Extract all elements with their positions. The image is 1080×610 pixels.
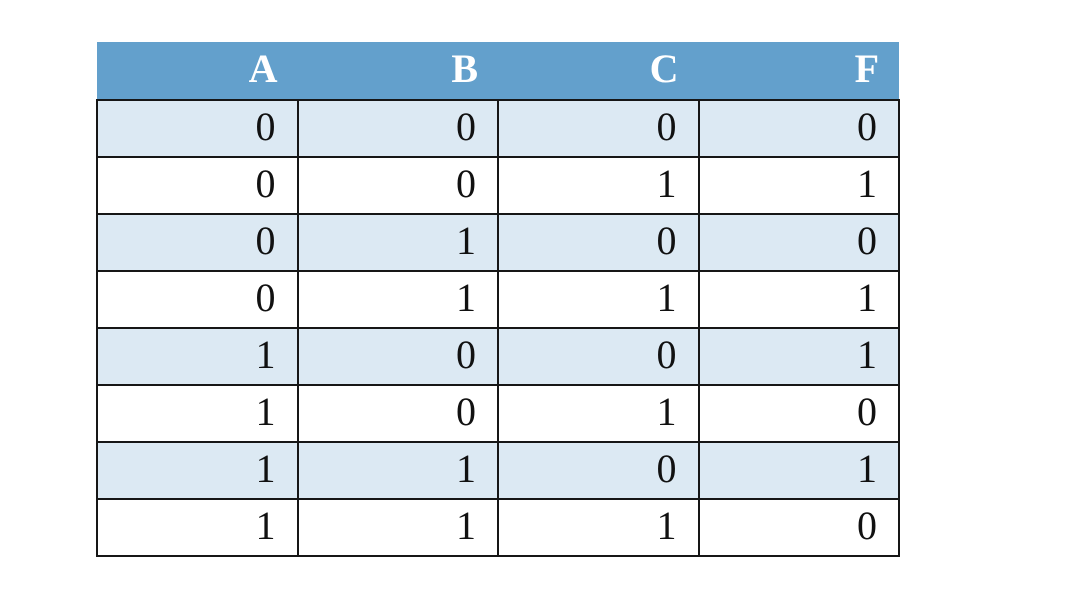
table-row: 0 0 1 1: [96, 156, 900, 215]
table-row: 0 0 0 0: [96, 99, 900, 158]
table-cell: 1: [296, 498, 499, 557]
table-row: 0 1 1 1: [96, 270, 900, 329]
table-cell: 0: [296, 327, 499, 386]
table-cell: 0: [497, 441, 700, 500]
table-cell: 0: [697, 213, 900, 272]
table-cell: 0: [497, 327, 700, 386]
table-cell: 0: [96, 156, 299, 215]
table-cell: 1: [296, 270, 499, 329]
table-cell: 0: [697, 99, 900, 158]
table-cell: 1: [697, 327, 900, 386]
table-cell: 1: [697, 156, 900, 215]
table-cell: 1: [497, 156, 700, 215]
table-cell: 0: [296, 156, 499, 215]
table-cell: 1: [96, 441, 299, 500]
table-row: 1 0 0 1: [96, 327, 900, 386]
table-cell: 0: [497, 213, 700, 272]
table-cell: 0: [96, 270, 299, 329]
table-row: 1 0 1 0: [96, 384, 900, 443]
truth-table-body: 0 0 0 0 0 0 1 1 0 1 0 0 0 1 1 1: [96, 99, 900, 557]
table-cell: 1: [296, 441, 499, 500]
table-cell: 0: [697, 498, 900, 557]
table-cell: 0: [296, 99, 499, 158]
column-header-a: A: [97, 42, 298, 100]
table-row: 1 1 0 1: [96, 441, 900, 500]
table-row: 1 1 1 0: [96, 498, 900, 557]
truth-table-header: A B C F: [97, 42, 899, 100]
table-cell: 0: [497, 99, 700, 158]
table-cell: 1: [497, 270, 700, 329]
table-cell: 0: [296, 384, 499, 443]
table-cell: 1: [296, 213, 499, 272]
table-cell: 1: [497, 384, 700, 443]
column-header-c: C: [498, 42, 699, 100]
table-cell: 1: [96, 384, 299, 443]
table-cell: 0: [697, 384, 900, 443]
table-cell: 0: [96, 99, 299, 158]
column-header-b: B: [297, 42, 498, 100]
table-row: 0 1 0 0: [96, 213, 900, 272]
table-cell: 1: [697, 441, 900, 500]
table-cell: 1: [497, 498, 700, 557]
table-cell: 1: [697, 270, 900, 329]
column-header-f: F: [698, 42, 899, 100]
truth-table: A B C F 0 0 0 0 0 0 1 1 0 1 0: [96, 42, 900, 557]
table-cell: 1: [96, 327, 299, 386]
table-cell: 1: [96, 498, 299, 557]
table-cell: 0: [96, 213, 299, 272]
header-row: A B C F: [97, 42, 899, 100]
